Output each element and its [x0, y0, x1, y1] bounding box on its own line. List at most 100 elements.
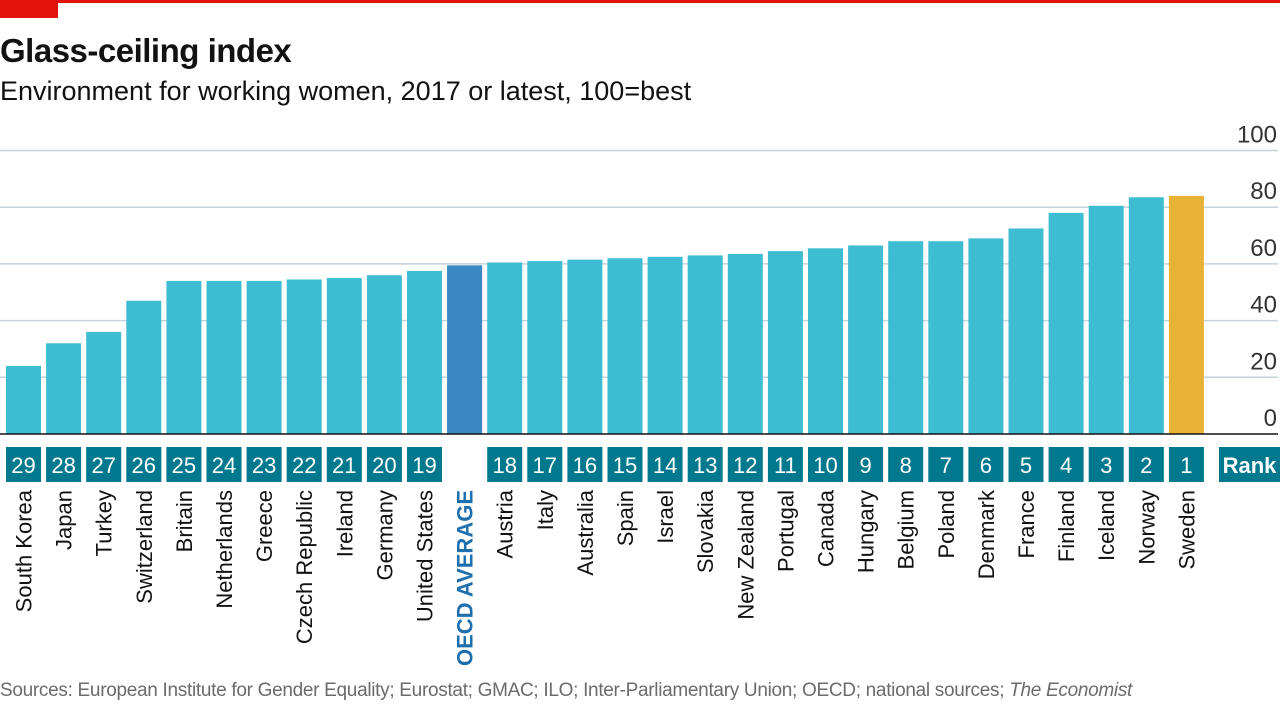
rank-number: 23	[252, 453, 276, 478]
rank-number: 22	[292, 453, 316, 478]
rank-number: 6	[980, 453, 992, 478]
rank-number: 13	[693, 453, 717, 478]
bar	[1128, 197, 1164, 434]
rank-number: 29	[11, 453, 35, 478]
category-label: Belgium	[894, 490, 919, 569]
bar	[447, 265, 483, 434]
rank-box	[126, 447, 162, 482]
bar	[727, 253, 763, 434]
category-label: Greece	[252, 490, 277, 562]
rank-box	[567, 447, 603, 482]
x-axis-labels: South Korea Japan Turkey Switzerland Britain…	[12, 489, 1200, 666]
bar	[1008, 228, 1044, 434]
rank-number: 1	[1180, 453, 1192, 478]
y-tick-label: 0	[1264, 405, 1277, 432]
category-label: Germany	[372, 490, 397, 580]
bar	[527, 261, 563, 434]
rank-number: 15	[613, 453, 637, 478]
rank-box	[727, 447, 763, 482]
y-tick-label: 60	[1250, 235, 1277, 262]
rank-box	[767, 447, 803, 482]
rank-number: 12	[733, 453, 757, 478]
category-label: Portugal	[773, 490, 798, 572]
bar	[848, 245, 884, 434]
rank-box	[687, 447, 723, 482]
chart-subtitle: Environment for working women, 2017 or l…	[0, 76, 692, 106]
bar	[607, 258, 643, 434]
rank-box	[888, 447, 924, 482]
rank-box	[206, 447, 242, 482]
rank-box	[366, 447, 402, 482]
category-label: Slovakia	[693, 489, 718, 573]
rank-box	[487, 447, 523, 482]
bar	[487, 262, 523, 434]
rank-box	[407, 447, 442, 482]
y-tick-label: 80	[1250, 178, 1277, 205]
rank-box	[928, 447, 964, 482]
rank-box	[1128, 447, 1164, 482]
category-label: France	[1014, 490, 1039, 558]
category-label: Austria	[493, 489, 518, 558]
category-label: Spain	[613, 490, 638, 546]
y-axis-ticks: 0 20 40 60 80 100	[1237, 122, 1277, 433]
bar	[928, 241, 964, 434]
category-label: Norway	[1134, 490, 1159, 565]
bar	[647, 256, 683, 434]
rank-number: 10	[813, 453, 837, 478]
category-label: Japan	[52, 490, 77, 550]
rank-box	[286, 447, 322, 482]
rank-number: 2	[1140, 453, 1152, 478]
category-label: Sweden	[1174, 490, 1199, 570]
y-tick-label: 40	[1250, 292, 1277, 319]
category-label: Britain	[172, 490, 197, 552]
bar	[888, 241, 924, 434]
bar	[326, 278, 362, 434]
category-label: Finland	[1054, 490, 1079, 562]
bar	[206, 280, 242, 434]
rank-box	[1008, 447, 1044, 482]
bar	[687, 255, 723, 434]
rank-box	[1168, 447, 1204, 482]
bar	[286, 279, 322, 434]
rank-number: 20	[372, 453, 396, 478]
rank-boxes: 29 28 27 26 25 24 23 22 21 20 19 18 17 16 15 14 13 12 11 10…	[6, 447, 1280, 482]
rank-box	[86, 447, 122, 482]
brand-red-tag	[0, 0, 58, 18]
rank-box	[607, 447, 643, 482]
bar	[767, 251, 803, 434]
brand-top-rule	[0, 0, 1280, 3]
rank-number: 4	[1060, 453, 1072, 478]
rank-number: 24	[212, 453, 236, 478]
category-label: Ireland	[332, 490, 357, 557]
rank-number: 28	[51, 453, 75, 478]
rank-box	[1088, 447, 1124, 482]
category-label: Iceland	[1094, 490, 1119, 561]
rank-box	[647, 447, 683, 482]
rank-number: 17	[533, 453, 557, 478]
bar	[86, 331, 122, 434]
rank-number: 14	[653, 453, 677, 478]
rank-box	[46, 447, 82, 482]
bar	[1048, 212, 1084, 434]
rank-box	[808, 447, 843, 482]
rank-box	[6, 447, 41, 482]
bar	[166, 280, 202, 434]
category-label: Switzerland	[132, 490, 157, 604]
source-publication: The Economist	[1009, 680, 1133, 701]
bar	[126, 300, 162, 434]
rank-box	[166, 447, 202, 482]
rank-number: 18	[492, 453, 516, 478]
bar	[808, 248, 843, 434]
rank-number: 25	[172, 453, 196, 478]
rank-number: 26	[132, 453, 156, 478]
bar	[1168, 195, 1204, 434]
category-label: Denmark	[974, 489, 999, 579]
rank-box	[326, 447, 362, 482]
rank-header-box	[1219, 447, 1280, 482]
category-label: South Korea	[12, 489, 37, 612]
rank-box	[968, 447, 1004, 482]
bar	[246, 280, 282, 434]
rank-number: 5	[1020, 453, 1032, 478]
category-label: Israel	[653, 490, 678, 544]
